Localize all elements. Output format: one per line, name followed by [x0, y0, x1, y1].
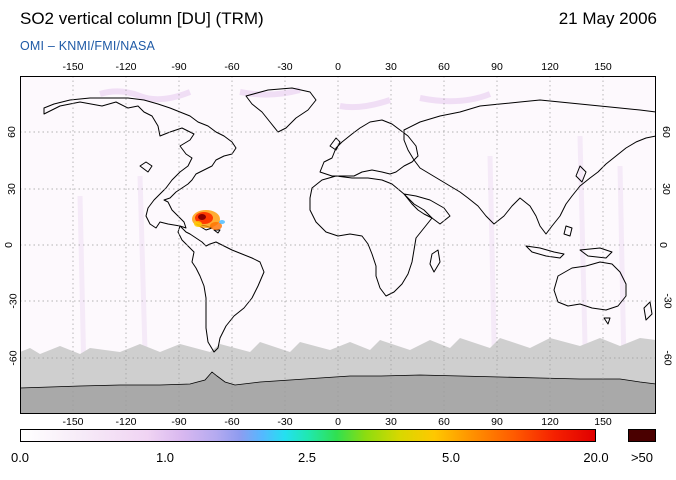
longitude-tick-label: 120 — [541, 416, 559, 428]
colorbar-tick-label: 1.0 — [155, 450, 175, 465]
map-title: SO2 vertical column [DU] (TRM) — [20, 9, 264, 28]
latitude-tick-label: 0 — [656, 242, 669, 248]
longitude-tick-label: -120 — [115, 61, 137, 73]
colorbar-tick-label: 2.5 — [297, 450, 317, 465]
longitude-tick-label: 150 — [594, 416, 612, 428]
colorbar-tick-label: 0.0 — [10, 450, 30, 465]
longitude-tick-label: -90 — [171, 416, 187, 428]
colorbar-overflow-swatch — [628, 429, 656, 442]
longitude-tick-label: -60 — [224, 416, 240, 428]
colorbar — [20, 429, 596, 442]
longitude-tick-label: 0 — [335, 61, 341, 73]
latitude-tick-label: 0 — [2, 242, 15, 248]
longitude-tick-label: 30 — [385, 61, 397, 73]
coastlines — [43, 87, 656, 353]
latitude-tick-label: -30 — [661, 293, 674, 309]
latitude-tick-label: -30 — [7, 293, 20, 309]
colorbar-tick-label: 20.0 — [583, 450, 609, 465]
latitude-tick-label: -60 — [661, 350, 674, 366]
longitude-tick-label: -60 — [224, 61, 240, 73]
latitude-tick-label: 30 — [659, 182, 672, 195]
longitude-tick-label: 60 — [438, 61, 450, 73]
longitude-tick-label: -120 — [115, 416, 137, 428]
map-date: 21 May 2006 — [558, 9, 657, 28]
longitude-tick-label: 90 — [491, 416, 503, 428]
longitude-tick-label: 60 — [438, 416, 450, 428]
colorbar-overflow-label: >50 — [630, 450, 654, 465]
map-frame — [20, 76, 656, 414]
faint-so2-background — [77, 87, 627, 387]
longitude-tick-label: 150 — [594, 61, 612, 73]
longitude-tick-label: -90 — [171, 61, 187, 73]
latitude-tick-label: -60 — [7, 350, 20, 366]
longitude-tick-label: 120 — [541, 61, 559, 73]
longitude-tick-label: -30 — [277, 416, 293, 428]
colorbar-tick-label: 5.0 — [441, 450, 461, 465]
latitude-tick-label: 30 — [5, 182, 18, 195]
longitude-tick-label: -30 — [277, 61, 293, 73]
longitude-tick-label: -150 — [62, 416, 84, 428]
credit-line: OMI – KNMI/FMI/NASA — [20, 39, 156, 53]
so2-plume — [192, 210, 225, 230]
latitude-tick-label: 60 — [5, 126, 18, 139]
longitude-tick-label: 0 — [335, 416, 341, 428]
world-map — [20, 76, 656, 414]
longitude-tick-label: -150 — [62, 61, 84, 73]
longitude-tick-label: 30 — [385, 416, 397, 428]
longitude-tick-label: 90 — [491, 61, 503, 73]
latitude-tick-label: 60 — [659, 126, 672, 139]
